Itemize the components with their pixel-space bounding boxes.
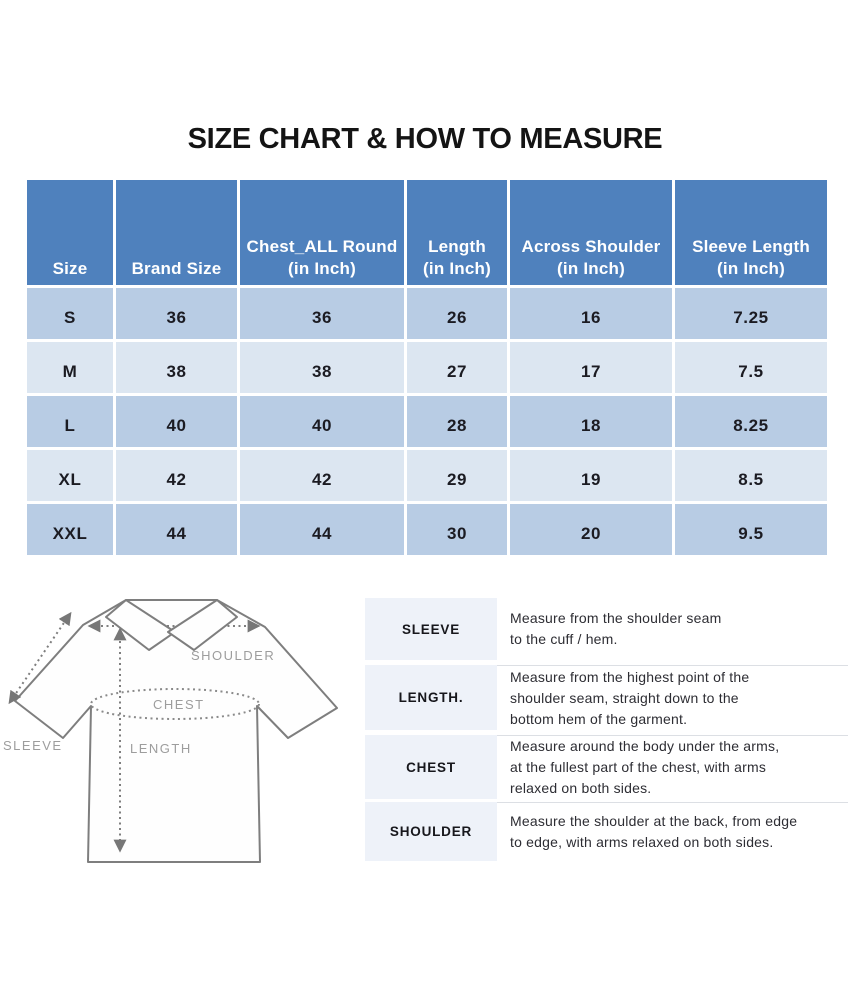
collar-right [167,599,238,651]
table-cell: 27 [407,342,507,393]
table-cell: 7.5 [675,342,827,393]
header-label: Size [52,258,88,278]
table-cell: 29 [407,450,507,501]
measure-term: LENGTH. [365,665,497,730]
table-cell: 16 [510,288,672,339]
collar-left [105,599,176,651]
table-cell: 18 [510,396,672,447]
table-cell: 30 [407,504,507,555]
measure-term: SLEEVE [365,598,497,660]
table-cell: 8.5 [675,450,827,501]
column-header-across-shoulder: Across Shoulder (in Inch) [510,180,672,285]
column-header-size: Size [27,180,113,285]
table-cell-size-m: M [27,342,113,393]
header-label: Across Shoulder [521,236,661,256]
shirt-outline [14,599,338,863]
diagram-label-shoulder: SHOULDER [191,648,275,663]
measure-description: Measure around the body under the arms, … [497,735,848,799]
diagram-label-chest: CHEST [153,697,205,712]
header-label: Brand Size [131,258,222,278]
diagram-label-sleeve: SLEEVE [3,738,63,753]
header-label: Sleeve Length [692,236,810,256]
table-cell: 17 [510,342,672,393]
header-sub: (in Inch) [288,258,356,278]
measure-description: Measure the shoulder at the back, from e… [497,802,848,861]
table-cell: 7.25 [675,288,827,339]
chest-measure-ellipse [90,688,260,720]
header-sub: (in Inch) [423,258,491,278]
table-cell-size-s: S [27,288,113,339]
table-cell-size-xl: XL [27,450,113,501]
page-title: SIZE CHART & HOW TO MEASURE [187,123,663,155]
shirt-measurement-diagram: SHOULDER CHEST LENGTH SLEEVE [3,599,338,863]
measure-term: SHOULDER [365,802,497,861]
sleeve-measure-arrow [8,611,72,705]
measure-description: Measure from the shoulder seam to the cu… [510,610,722,647]
table-cell: 38 [116,342,237,393]
measure-term: CHEST [365,735,497,799]
table-cell: 38 [240,342,404,393]
table-cell: 42 [240,450,404,501]
table-cell-size-xxl: XXL [27,504,113,555]
header-label: Chest_ALL Round [246,236,398,256]
measure-row-length: LENGTH. Measure from the highest point o… [365,665,848,730]
table-cell: 44 [116,504,237,555]
header-label: Length [428,236,486,256]
measure-description: Measure from the highest point of the sh… [497,665,848,730]
chest-label-backing [147,694,211,712]
measure-row-chest: CHEST Measure around the body under the … [365,735,848,799]
table-cell: 40 [240,396,404,447]
table-cell: 28 [407,396,507,447]
column-header-length: Length (in Inch) [407,180,507,285]
table-cell: 36 [240,288,404,339]
column-header-sleeve-length: Sleeve Length (in Inch) [675,180,827,285]
header-sub: (in Inch) [717,258,785,278]
table-cell: 40 [116,396,237,447]
table-cell: 44 [240,504,404,555]
header-sub: (in Inch) [557,258,625,278]
table-cell: 9.5 [675,504,827,555]
diagram-label-length: LENGTH [130,741,192,756]
table-cell-size-l: L [27,396,113,447]
measure-row-shoulder: SHOULDER Measure the shoulder at the bac… [365,802,848,861]
table-cell: 26 [407,288,507,339]
table-cell: 19 [510,450,672,501]
table-cell: 42 [116,450,237,501]
column-header-brand-size: Brand Size [116,180,237,285]
size-chart-table: Size Brand Size Chest_ALL Round (in Inch… [27,180,827,555]
column-header-chest: Chest_ALL Round (in Inch) [240,180,404,285]
table-cell: 20 [510,504,672,555]
table-cell: 36 [116,288,237,339]
measure-row-sleeve: SLEEVE Measure from the shoulder seam to… [365,598,848,660]
how-to-measure-list: SLEEVE Measure from the shoulder seam to… [365,598,848,861]
table-cell: 8.25 [675,396,827,447]
